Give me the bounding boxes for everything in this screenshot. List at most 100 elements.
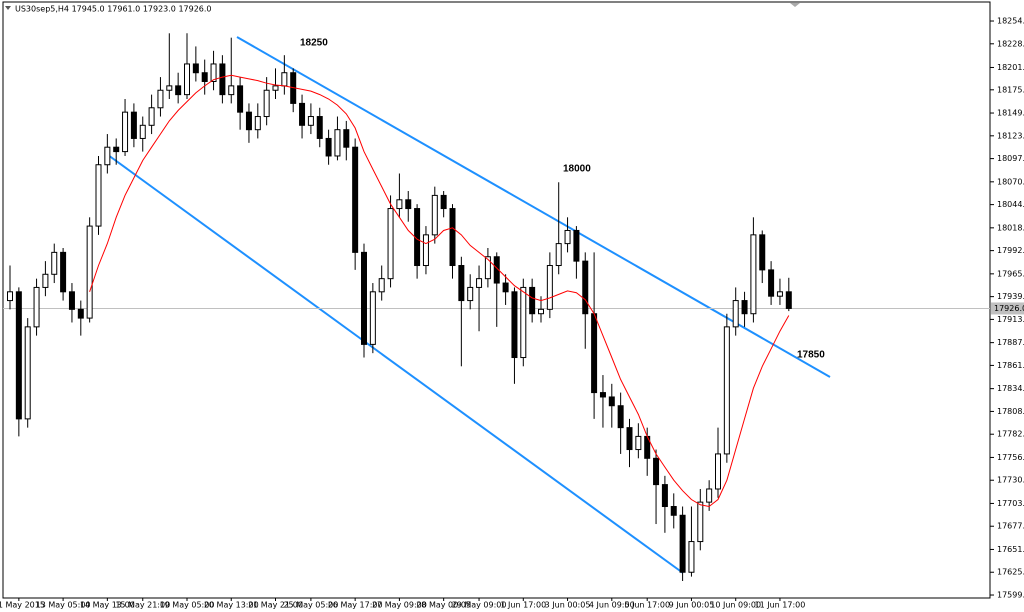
candle-body — [617, 405, 624, 429]
x-tick-label: 26 May 17:00 — [328, 601, 383, 610]
current-price-label: 17926.0 — [994, 304, 1024, 313]
y-tick-label: 17756.0 — [997, 453, 1024, 462]
candle-body — [679, 514, 686, 573]
candle-body — [104, 146, 111, 166]
candle-body — [670, 506, 677, 516]
x-tick-label: 1 Jun 17:00 — [500, 601, 546, 610]
x-tick-label: 15 May 21:00 — [115, 601, 170, 610]
y-tick-label: 17965.5 — [997, 269, 1024, 278]
candle-body — [732, 300, 739, 328]
candle-body — [201, 72, 208, 82]
y-tick-label: 18070.5 — [997, 177, 1024, 186]
candle-body — [546, 265, 553, 310]
candle-body — [299, 102, 306, 126]
candle-body — [122, 111, 129, 153]
y-tick-label: 17677.5 — [997, 522, 1024, 531]
candle-body — [467, 286, 474, 302]
candle-body — [573, 229, 580, 262]
candle-body — [653, 457, 660, 486]
candle-body — [60, 251, 67, 293]
candle-body — [387, 208, 394, 280]
candle-body — [608, 396, 615, 407]
candle-body — [334, 129, 341, 157]
x-tick-label: 21 May 21:00 — [248, 601, 303, 610]
x-tick-label: 11 May 2015 — [0, 601, 45, 610]
candle-body — [750, 234, 757, 315]
candle-body — [661, 484, 668, 508]
header: US30sep5,H4 17945.0 17961.0 17923.0 1792… — [15, 5, 212, 14]
y-tick-label: 17808.5 — [997, 407, 1024, 416]
candle-body — [520, 286, 527, 359]
y-tick-label: 18201.0 — [997, 63, 1024, 72]
candle-body — [538, 308, 544, 315]
y-tick-label: 17861.0 — [997, 361, 1024, 370]
candle-body — [529, 286, 536, 315]
candle-body — [626, 427, 633, 451]
y-tick-label: 18018.0 — [997, 223, 1024, 232]
x-tick-label: 13 May 05:00 — [36, 601, 91, 610]
trendline — [236, 36, 831, 378]
candle-body — [272, 85, 279, 91]
candle-body — [113, 146, 120, 153]
candle-body — [785, 291, 792, 309]
x-tick-label: 11 Jun 17:00 — [755, 601, 806, 610]
candle-body — [422, 234, 429, 267]
candle-body — [776, 291, 783, 297]
candle-body — [130, 111, 137, 139]
y-tick-label: 18149.0 — [997, 109, 1024, 118]
candle-body — [564, 229, 571, 245]
x-tick-label: 10 Jun 09:00 — [710, 601, 761, 610]
annotation: 18250 — [300, 38, 328, 49]
candle-body — [95, 164, 102, 227]
candle-body — [352, 146, 359, 253]
x-tick-label: 29 May 09:00 — [452, 601, 507, 610]
annotation: 17850 — [797, 350, 825, 361]
candle-body — [166, 85, 173, 91]
candle-body — [697, 501, 704, 543]
y-tick-label: 17599.0 — [997, 591, 1024, 600]
candle-body — [431, 194, 438, 236]
candle-body — [24, 326, 31, 420]
candle-body — [405, 199, 412, 210]
candle-body — [759, 234, 766, 271]
candle-body — [184, 63, 190, 96]
y-tick-label: 17913.5 — [997, 315, 1024, 324]
candle-body — [15, 291, 22, 420]
candle-body — [396, 199, 403, 210]
candle-body — [449, 208, 456, 267]
candle-body — [741, 300, 748, 315]
candle-body — [68, 291, 75, 310]
candle-body — [175, 85, 182, 96]
y-tick-label: 17939.5 — [997, 292, 1024, 301]
y-tick-label: 18044.5 — [997, 200, 1024, 209]
candle-body — [86, 225, 93, 319]
y-tick-label: 18097.0 — [997, 154, 1024, 163]
y-tick-label: 18175.5 — [997, 85, 1024, 94]
x-tick-label: 19 May 05:00 — [160, 601, 215, 610]
candle-body — [210, 63, 217, 82]
candle-body — [33, 286, 40, 328]
candle-body — [511, 291, 518, 359]
x-tick-label: 9 Jun 00:05 — [669, 601, 715, 610]
x-tick-label: 4 Jun 09:00 — [589, 601, 635, 610]
candle-body — [343, 129, 350, 148]
candle-body — [688, 541, 695, 573]
candle-body — [706, 488, 713, 503]
y-tick-label: 17834.5 — [997, 384, 1024, 393]
y-tick-label: 17782.5 — [997, 430, 1024, 439]
candle-body — [228, 85, 235, 96]
candle-body — [599, 392, 606, 398]
candle-body — [476, 278, 483, 288]
candle-body — [192, 63, 199, 74]
candle-body — [263, 89, 270, 118]
shift-marker — [790, 3, 800, 7]
candle-body — [245, 111, 252, 131]
y-tick-label: 17730.0 — [997, 476, 1024, 485]
candle-body — [42, 273, 49, 288]
trendline — [107, 154, 684, 574]
candle-body — [7, 291, 13, 302]
candle-body — [361, 251, 367, 345]
candle-body — [219, 63, 226, 96]
candle-body — [723, 326, 730, 455]
